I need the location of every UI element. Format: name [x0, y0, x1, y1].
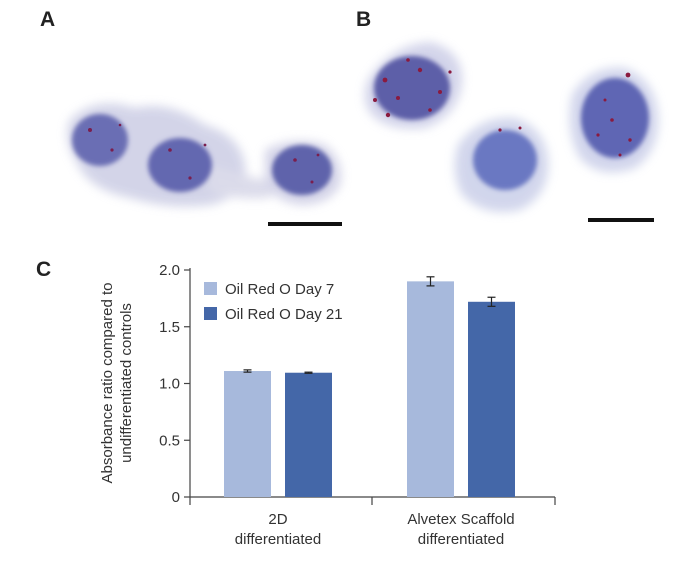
- bar: [224, 371, 271, 497]
- y-tick-label: 0.5: [159, 432, 180, 449]
- legend-label: Oil Red O Day 21: [225, 306, 343, 323]
- y-axis-label: Absorbance ratio compared to undifferenti…: [99, 283, 135, 484]
- scale-bar-a: [268, 222, 342, 226]
- legend-label: Oil Red O Day 7: [225, 281, 334, 298]
- micrograph-b: [364, 42, 659, 222]
- scale-bar-b: [588, 218, 654, 222]
- y-tick-label: 0: [172, 489, 180, 506]
- micrograph-a: [67, 103, 342, 226]
- y-axis-label-line: Absorbance ratio compared to: [99, 283, 116, 484]
- bar: [285, 372, 332, 497]
- legend: Oil Red O Day 7 Oil Red O Day 21: [204, 281, 343, 323]
- y-tick-label: 2.0: [159, 262, 180, 279]
- x-axis: 2D differentiated Alvetex Scaffold differen…: [189, 497, 556, 548]
- bar: [407, 281, 454, 497]
- y-axis-label-line: undifferentiated controls: [118, 303, 135, 463]
- bar-chart: Absorbance ratio compared to undifferenti…: [99, 262, 556, 548]
- panel-label-b: B: [356, 8, 372, 31]
- panel-label-a: A: [40, 8, 56, 31]
- y-tick-label: 1.0: [159, 376, 180, 393]
- x-category-label: differentiated: [235, 531, 321, 548]
- x-category-label: 2D: [268, 511, 287, 528]
- bar: [468, 301, 515, 497]
- y-tick-label: 1.5: [159, 319, 180, 336]
- bars: [224, 276, 515, 497]
- x-category-label: differentiated: [418, 531, 504, 548]
- legend-swatch: [204, 282, 217, 295]
- panel-label-c: C: [36, 258, 52, 281]
- x-category-label: Alvetex Scaffold: [407, 511, 514, 528]
- legend-swatch: [204, 307, 217, 320]
